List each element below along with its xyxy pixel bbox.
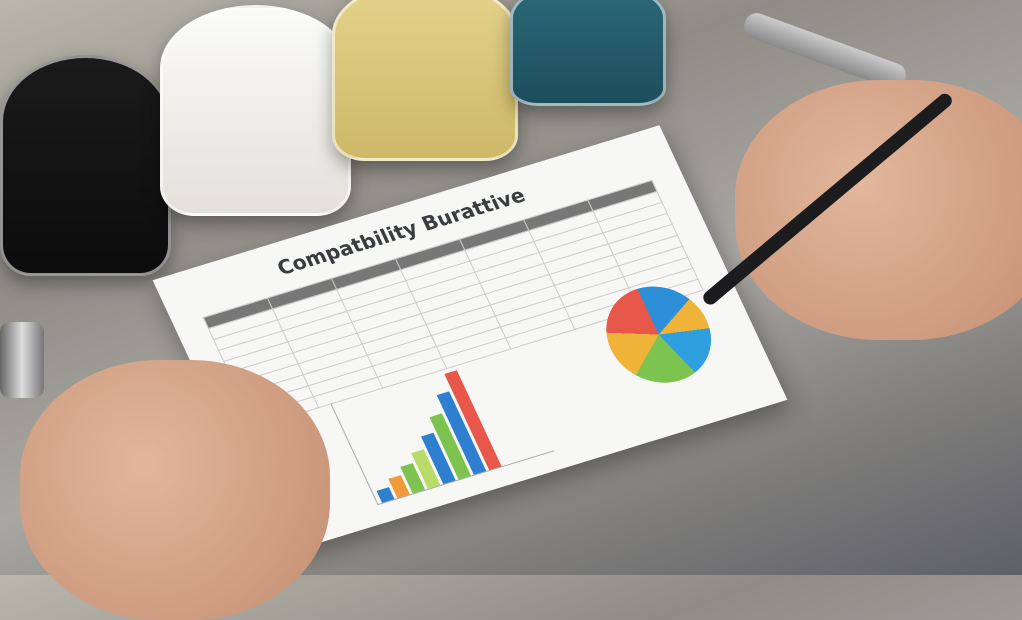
bar xyxy=(376,487,395,503)
left-hand xyxy=(20,360,330,620)
black-grease-jar xyxy=(0,55,171,276)
yellow-grease-jar xyxy=(332,0,518,161)
blue-grease-jar xyxy=(510,0,666,106)
metal-cylinder xyxy=(0,322,44,398)
right-hand xyxy=(735,80,1022,340)
white-grease-jar xyxy=(160,5,351,216)
